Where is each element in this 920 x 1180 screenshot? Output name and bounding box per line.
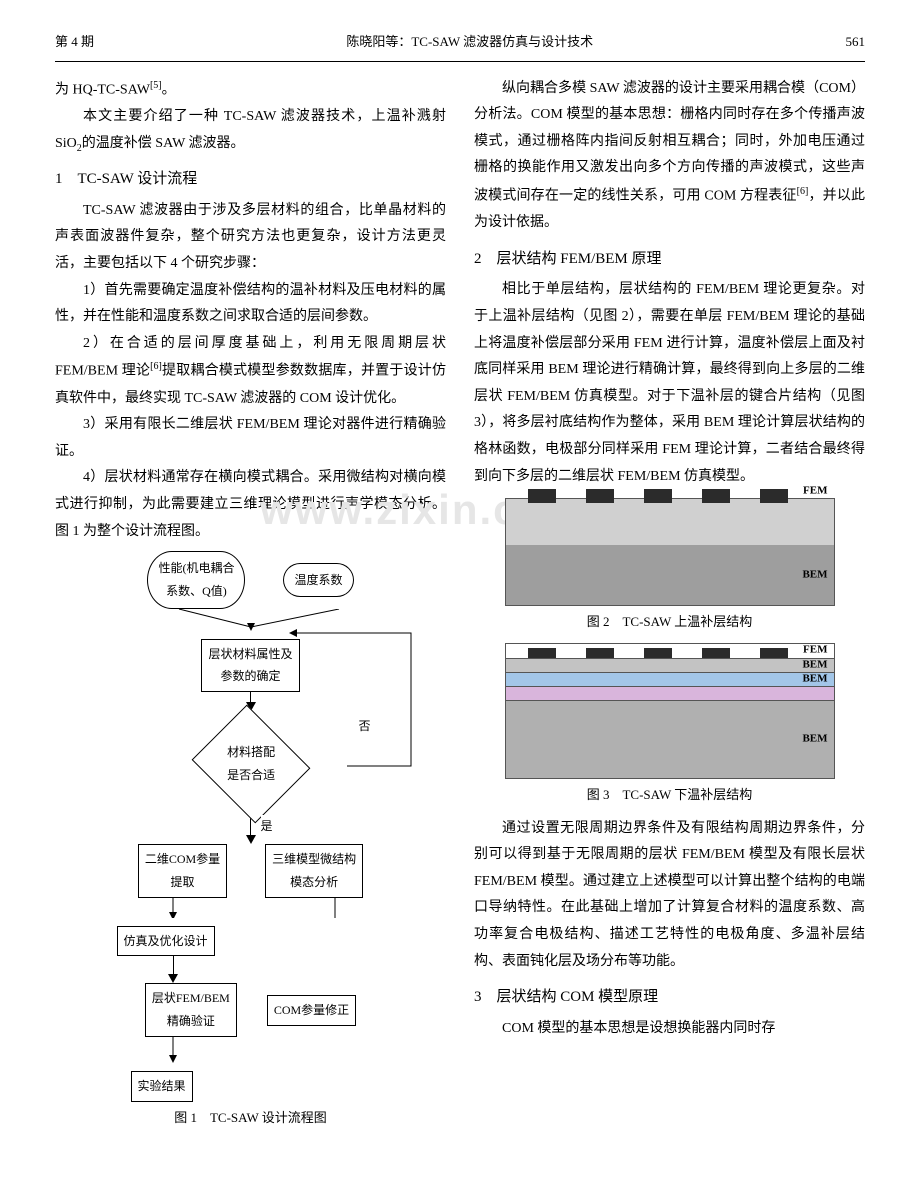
fc-loop-back	[287, 623, 417, 773]
cite-ref: [6]	[797, 186, 809, 197]
para: 通过设置无限周期边界条件及有限结构周期边界条件，分别可以得到基于无限周期的层状 …	[474, 816, 865, 976]
section-heading-1: 1TC-SAW 设计流程	[55, 165, 446, 194]
fc-loop-right	[91, 1037, 411, 1063]
para: 为 HQ-TC-SAW[5]。	[55, 76, 446, 104]
section-heading-3: 3层状结构 COM 模型原理	[474, 983, 865, 1012]
para: 3）采用有限长二维层状 FEM/BEM 理论对器件进行精确验证。	[55, 412, 446, 465]
fc-node-3dmodel: 三维模型微结构 模态分析	[265, 844, 363, 898]
electrode-icon	[760, 489, 788, 503]
fc-node-experiment: 实验结果	[131, 1071, 193, 1102]
fc-feedback	[91, 1037, 411, 1038]
fig2-fem-label: FEM	[803, 481, 827, 502]
fig2-diagram: FEM BEM	[505, 498, 835, 606]
fig3-substrate: BEM	[506, 700, 834, 778]
header-pagenum: 561	[845, 30, 865, 55]
fc-node-simopt: 仿真及优化设计	[117, 926, 215, 957]
fig1-flowchart: 性能(机电耦合 系数、Q值) 温度系数 层状材料属性及 参数的确定 否 材料搭配…	[91, 551, 411, 1101]
para: COM 模型的基本思想是设想换能器内同时存	[474, 1016, 865, 1043]
fc-node-attributes: 层状材料属性及 参数的确定	[201, 639, 299, 693]
fc-node-comfix: COM参量修正	[267, 995, 356, 1026]
fig3-layer2: BEM	[506, 672, 834, 686]
fig3-layer1: BEM	[506, 658, 834, 672]
fc-node-com2d: 二维COM参量 提取	[138, 844, 227, 898]
electrode-icon	[644, 489, 672, 503]
electrode-icon	[586, 489, 614, 503]
para: 1）首先需要确定温度补偿结构的温补材料及压电材料的属性，并在性能和温度系数之间求…	[55, 278, 446, 331]
fig3-diagram: FEM BEM BEM BEM	[505, 643, 835, 779]
fig2-bem-label: BEM	[802, 565, 827, 586]
fc-arrows	[91, 898, 411, 918]
header-title: 陈晓阳等：TC-SAW 滤波器仿真与设计技术	[346, 30, 593, 55]
electrode-icon	[528, 489, 556, 503]
electrode-icon	[702, 489, 730, 503]
para: 本文主要介绍了一种 TC-SAW 滤波器技术，上温补溅射 SiO2的温度补偿 S…	[55, 104, 446, 157]
fc-edge-yes: 是	[261, 815, 273, 838]
fig2-fem-layer: FEM	[506, 499, 834, 545]
para: 相比于单层结构，层状结构的 FEM/BEM 理论更复杂。对于上温补层结构（见图 …	[474, 277, 865, 490]
cite-ref: [6]	[150, 361, 162, 372]
fig3-layer3	[506, 686, 834, 700]
fig2-caption: 图 2 TC-SAW 上温补层结构	[474, 610, 865, 635]
para: TC-SAW 滤波器由于涉及多层材料的组合，比单晶材料的声表面波器件复杂，整个研…	[55, 198, 446, 278]
fc-node-fembem: 层状FEM/BEM 精确验证	[145, 983, 237, 1037]
fig3-bem-label: BEM	[802, 729, 827, 750]
para: 纵向耦合多模 SAW 滤波器的设计主要采用耦合模（COM）分析法。COM 模型的…	[474, 76, 865, 237]
para: 2）在合适的层间厚度基础上，利用无限周期层状 FEM/BEM 理论[6]提取耦合…	[55, 331, 446, 412]
fig1-caption: 图 1 TC-SAW 设计流程图	[55, 1106, 446, 1131]
cite-ref: [5]	[150, 80, 162, 91]
fc-node-tempcoeff: 温度系数	[283, 563, 353, 598]
fig3-caption: 图 3 TC-SAW 下温补层结构	[474, 783, 865, 808]
section-heading-2: 2层状结构 FEM/BEM 原理	[474, 245, 865, 274]
fc-edge-no: 否	[358, 715, 370, 738]
fc-node-performance: 性能(机电耦合 系数、Q值)	[147, 551, 245, 609]
fig2-bem-layer: BEM	[506, 545, 834, 605]
page-header: 第 4 期 陈晓阳等：TC-SAW 滤波器仿真与设计技术 561	[55, 30, 865, 62]
header-issue: 第 4 期	[55, 30, 94, 55]
